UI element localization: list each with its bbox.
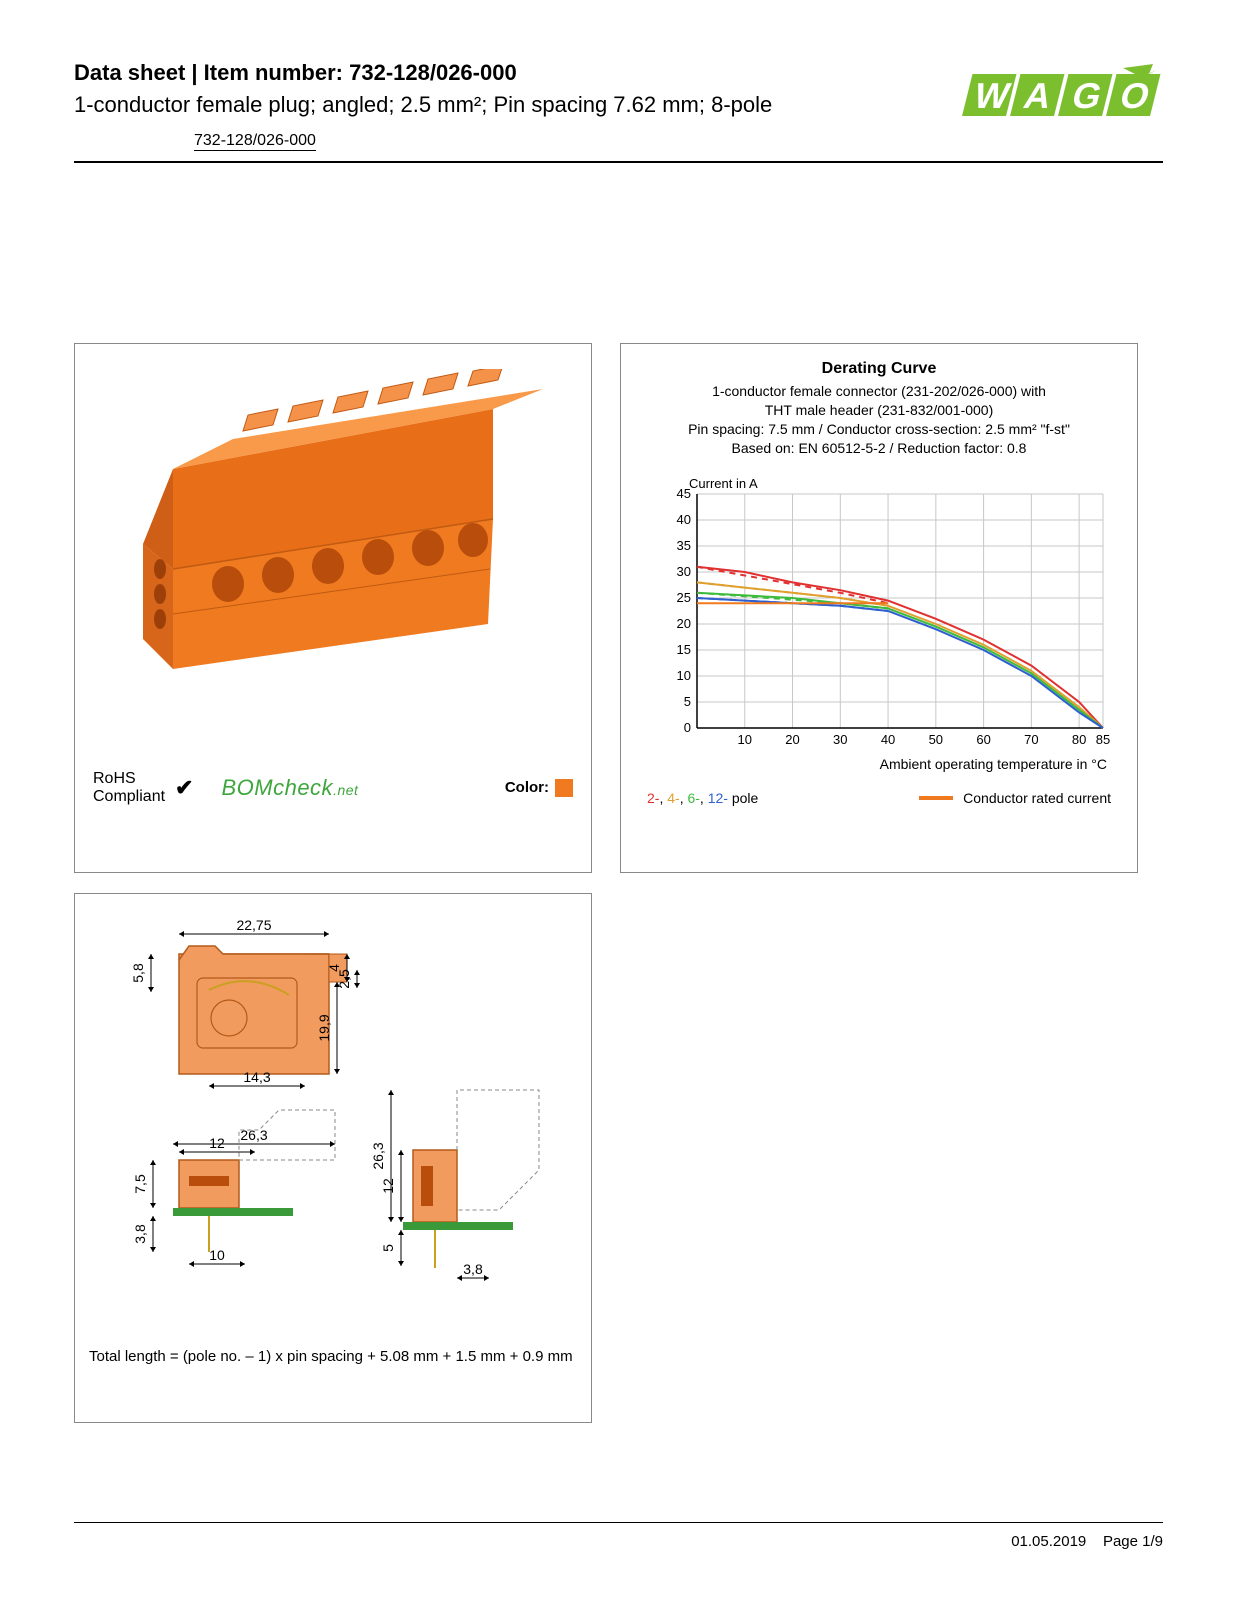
svg-text:7,5: 7,5: [132, 1174, 148, 1194]
svg-text:3,8: 3,8: [132, 1224, 148, 1244]
svg-text:22,75: 22,75: [236, 917, 271, 933]
svg-text:30: 30: [833, 732, 847, 747]
dimension-drawing-panel: 22,75 4 5,8 2,5 19,9 14,3 26,3 12 7,5 3,…: [74, 893, 592, 1423]
svg-text:26,3: 26,3: [370, 1142, 386, 1169]
svg-text:5,8: 5,8: [130, 963, 146, 983]
svg-text:20: 20: [677, 616, 691, 631]
svg-text:50: 50: [929, 732, 943, 747]
svg-text:0: 0: [684, 720, 691, 735]
rohs-label: RoHS: [93, 770, 165, 788]
svg-text:19,9: 19,9: [316, 1014, 332, 1041]
derating-chart: 102030405060708085051015202530354045Curr…: [655, 472, 1115, 752]
svg-text:3,8: 3,8: [463, 1261, 483, 1277]
svg-text:12: 12: [380, 1178, 396, 1194]
chart-subtitle-1: 1-conductor female connector (231-202/02…: [641, 382, 1117, 401]
datasheet-title: Data sheet | Item number: 732-128/026-00…: [74, 60, 953, 86]
page-header: Data sheet | Item number: 732-128/026-00…: [74, 60, 1163, 163]
color-indicator: Color:: [505, 779, 573, 797]
svg-text:5: 5: [684, 694, 691, 709]
footer-date: 01.05.2019: [1011, 1533, 1086, 1550]
dimension-drawing: 22,75 4 5,8 2,5 19,9 14,3 26,3 12 7,5 3,…: [89, 910, 579, 1330]
svg-text:Current in A: Current in A: [689, 476, 758, 491]
derating-chart-panel: Derating Curve 1-conductor female connec…: [620, 343, 1138, 873]
svg-text:25: 25: [677, 590, 691, 605]
svg-text:35: 35: [677, 538, 691, 553]
svg-text:85: 85: [1096, 732, 1110, 747]
svg-text:10: 10: [677, 668, 691, 683]
chart-legend: 2-, 4-, 6-, 12- pole Conductor rated cur…: [641, 772, 1117, 806]
svg-text:14,3: 14,3: [243, 1069, 270, 1085]
svg-text:15: 15: [677, 642, 691, 657]
item-number-link[interactable]: 732-128/026-000: [194, 132, 316, 151]
svg-text:80: 80: [1072, 732, 1086, 747]
svg-text:10: 10: [209, 1247, 225, 1263]
check-icon: ✔: [175, 775, 193, 801]
svg-text:30: 30: [677, 564, 691, 579]
wago-logo: W A G O: [953, 64, 1163, 127]
svg-text:60: 60: [976, 732, 990, 747]
svg-text:5: 5: [380, 1244, 396, 1252]
legend-rated-label: Conductor rated current: [963, 790, 1111, 806]
chart-x-axis-label: Ambient operating temperature in °C: [641, 756, 1107, 772]
svg-text:40: 40: [677, 512, 691, 527]
chart-subtitle-2: THT male header (231-832/001-000): [641, 401, 1117, 420]
rohs-compliant-badge: RoHS Compliant ✔: [93, 770, 193, 805]
datasheet-subtitle: 1-conductor female plug; angled; 2.5 mm²…: [74, 92, 953, 118]
svg-text:70: 70: [1024, 732, 1038, 747]
product-image: [75, 344, 591, 754]
color-swatch: [555, 779, 573, 797]
chart-subtitle-4: Based on: EN 60512-5-2 / Reduction facto…: [641, 439, 1117, 458]
chart-subtitle-3: Pin spacing: 7.5 mm / Conductor cross-se…: [641, 420, 1117, 439]
total-length-note: Total length = (pole no. – 1) x pin spac…: [89, 1347, 577, 1367]
bomcheck-logo: BOMcheck.net: [221, 775, 358, 801]
legend-rated-line: [919, 796, 953, 800]
svg-text:10: 10: [738, 732, 752, 747]
footer-page: Page 1/9: [1103, 1533, 1163, 1550]
svg-text:26,3: 26,3: [240, 1127, 267, 1143]
svg-text:12: 12: [209, 1135, 225, 1151]
chart-title: Derating Curve: [641, 360, 1117, 378]
svg-text:40: 40: [881, 732, 895, 747]
page-footer: 01.05.2019 Page 1/9: [74, 1522, 1163, 1550]
svg-text:20: 20: [785, 732, 799, 747]
compliant-label: Compliant: [93, 788, 165, 806]
product-image-panel: RoHS Compliant ✔ BOMcheck.net Color:: [74, 343, 592, 873]
